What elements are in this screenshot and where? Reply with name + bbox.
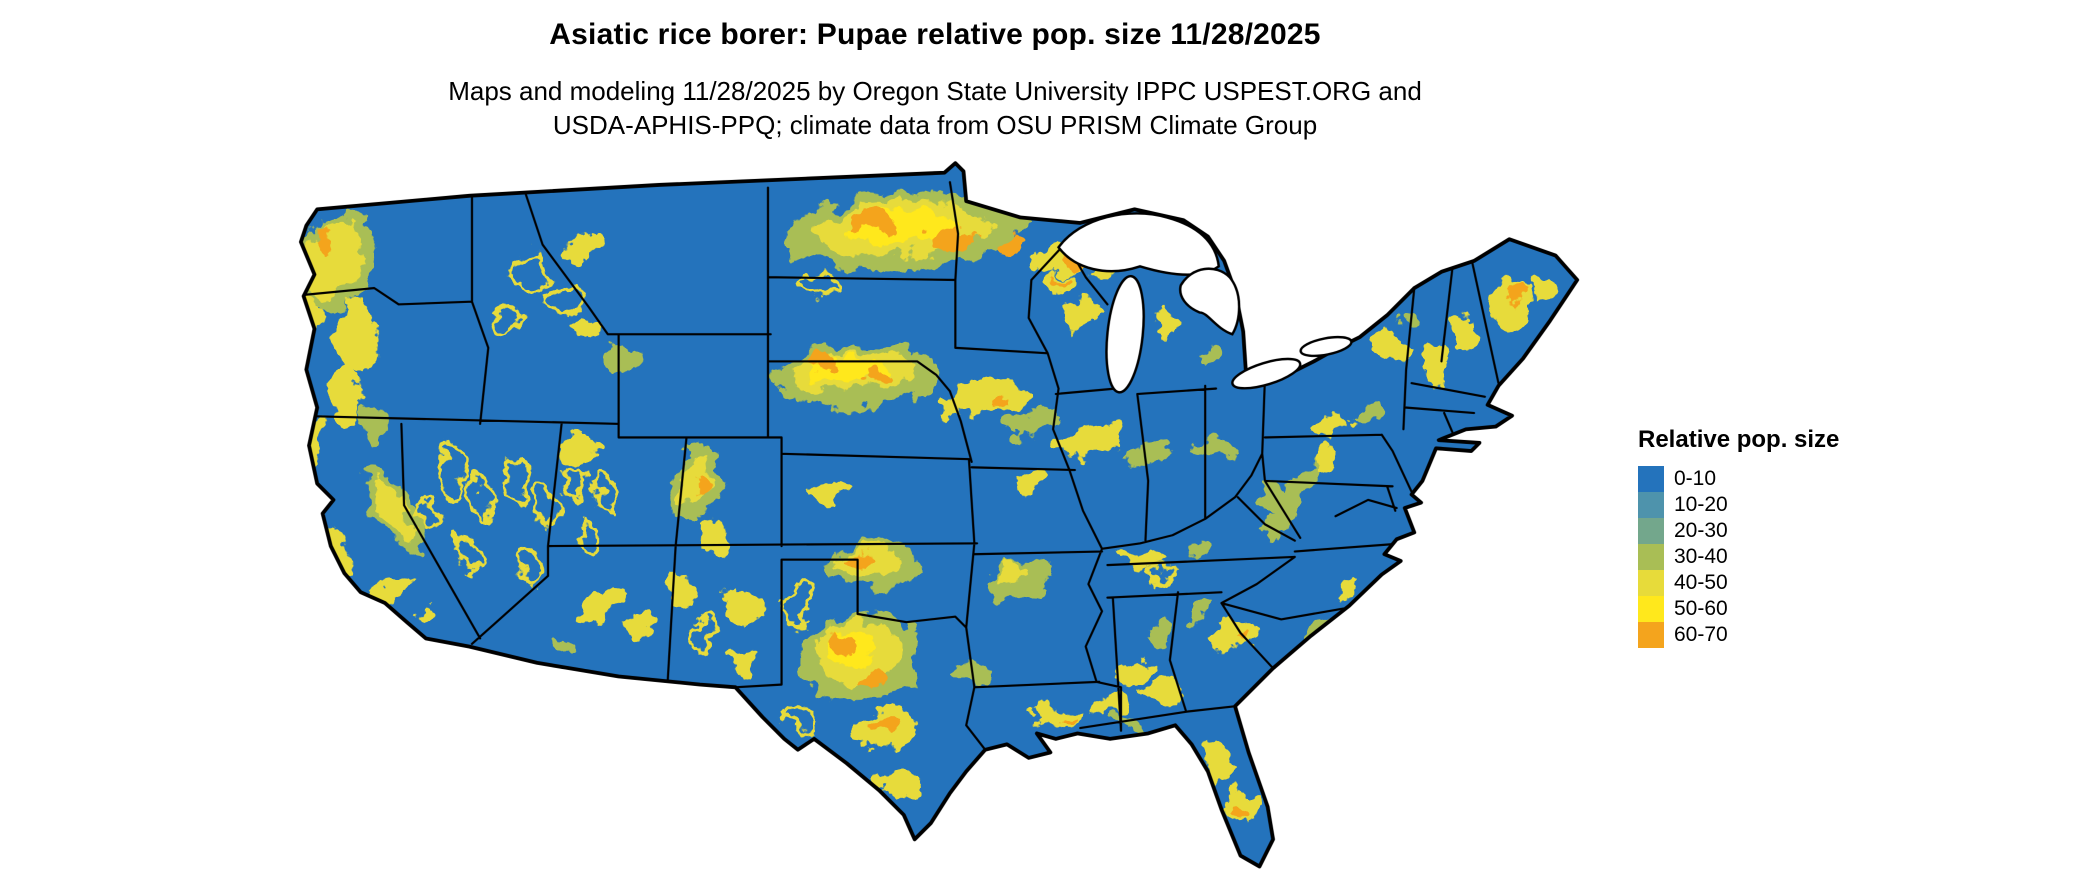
map-area	[265, 155, 1590, 895]
legend-item: 40-50	[1638, 570, 1839, 596]
legend-swatch	[1638, 622, 1664, 648]
legend-item: 10-20	[1638, 492, 1839, 518]
legend-item: 60-70	[1638, 622, 1839, 648]
lake-superior	[1057, 212, 1221, 276]
map-population-patches	[300, 192, 1549, 824]
great-lakes	[1057, 212, 1353, 394]
map-raster	[300, 163, 1578, 867]
legend-title: Relative pop. size	[1638, 426, 1840, 453]
legend: Relative pop. size 0-10 10-20 20-30 30-40 40…	[1638, 426, 1839, 648]
lake-ontario	[1299, 335, 1353, 358]
figure-subtitle-line1: Maps and modeling 11/28/2025 by Oregon S…	[448, 76, 1422, 106]
legend-item-label: 30-40	[1674, 545, 1728, 568]
legend-swatch	[1638, 518, 1664, 544]
lake-michigan	[1105, 274, 1145, 394]
legend-swatch	[1638, 492, 1664, 518]
state-boundaries	[300, 181, 1500, 751]
legend-item: 50-60	[1638, 596, 1839, 622]
legend-swatch	[1638, 570, 1664, 596]
us-population-map	[298, 161, 1580, 869]
legend-swatch	[1638, 544, 1664, 570]
legend-item-label: 20-30	[1674, 519, 1728, 542]
legend-items: 0-10 10-20 20-30 30-40 40-50 50-60 60-70	[1638, 466, 1839, 648]
legend-item: 20-30	[1638, 518, 1839, 544]
legend-swatch	[1638, 466, 1664, 492]
lake-erie	[1231, 357, 1302, 390]
legend-item-label: 50-60	[1674, 597, 1728, 620]
figure-subtitle-line2: USDA-APHIS-PPQ; climate data from OSU PR…	[552, 110, 1318, 140]
figure-title: Asiatic rice borer: Pupae relative pop. …	[549, 18, 1321, 51]
legend-item-label: 0-10	[1674, 467, 1717, 490]
legend-swatch	[1638, 596, 1664, 622]
legend-item: 0-10	[1638, 466, 1839, 492]
legend-item-label: 40-50	[1674, 571, 1728, 594]
legend-item-label: 10-20	[1674, 493, 1728, 516]
lake-huron	[1178, 267, 1241, 336]
legend-item-label: 60-70	[1674, 623, 1728, 646]
legend-item: 30-40	[1638, 544, 1839, 570]
